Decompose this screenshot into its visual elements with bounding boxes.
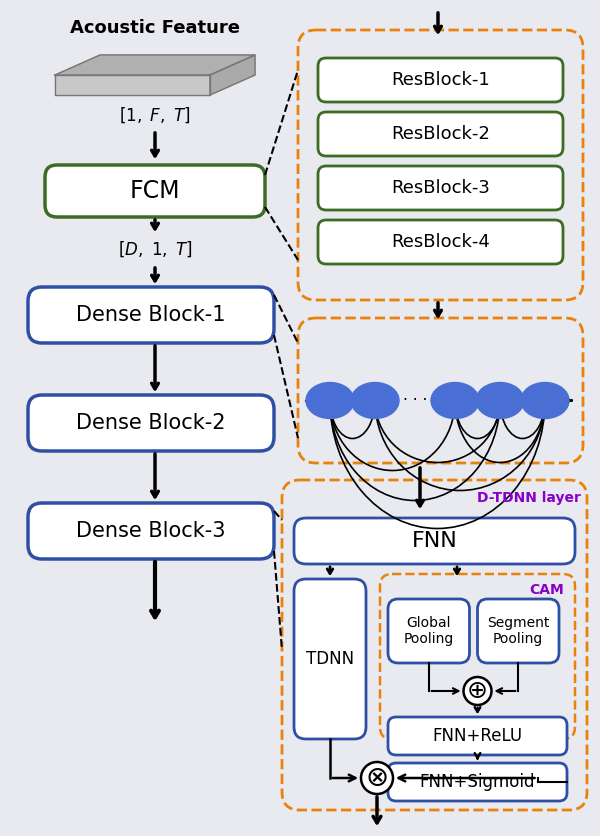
PathPatch shape (318, 112, 563, 156)
PathPatch shape (28, 503, 274, 559)
Text: Acoustic Feature: Acoustic Feature (70, 19, 240, 37)
Ellipse shape (351, 383, 399, 419)
PathPatch shape (298, 318, 583, 463)
PathPatch shape (478, 599, 559, 663)
Polygon shape (55, 75, 210, 95)
Polygon shape (210, 55, 255, 95)
Text: · · ·: · · · (403, 393, 427, 408)
PathPatch shape (388, 599, 470, 663)
PathPatch shape (45, 165, 265, 217)
Text: ⊗: ⊗ (365, 764, 389, 792)
PathPatch shape (28, 287, 274, 343)
PathPatch shape (282, 480, 587, 810)
Text: FNN+Sigmoid: FNN+Sigmoid (420, 773, 535, 791)
Text: Segment
Pooling: Segment Pooling (487, 616, 550, 646)
PathPatch shape (294, 518, 575, 564)
Text: FCM: FCM (130, 179, 180, 203)
PathPatch shape (388, 763, 567, 801)
PathPatch shape (298, 30, 583, 300)
PathPatch shape (388, 717, 567, 755)
Text: Global
Pooling: Global Pooling (404, 616, 454, 646)
PathPatch shape (380, 574, 575, 739)
Ellipse shape (476, 383, 524, 419)
Text: FNN+ReLU: FNN+ReLU (433, 727, 523, 745)
Text: TDNN: TDNN (306, 650, 354, 668)
Text: ResBlock-1: ResBlock-1 (391, 71, 490, 89)
PathPatch shape (294, 579, 366, 739)
Text: Dense Block-3: Dense Block-3 (76, 521, 226, 541)
Circle shape (464, 677, 491, 705)
PathPatch shape (318, 58, 563, 102)
Circle shape (361, 762, 393, 794)
Polygon shape (55, 55, 255, 75)
Ellipse shape (431, 383, 479, 419)
Text: ⊕: ⊕ (467, 679, 488, 703)
Text: ResBlock-2: ResBlock-2 (391, 125, 490, 143)
Text: Dense Block-2: Dense Block-2 (76, 413, 226, 433)
PathPatch shape (318, 220, 563, 264)
Ellipse shape (521, 383, 569, 419)
Text: $[1,\ \mathit{F},\ \mathit{T}]$: $[1,\ \mathit{F},\ \mathit{T}]$ (119, 105, 191, 125)
Ellipse shape (306, 383, 354, 419)
Text: FNN: FNN (412, 531, 457, 551)
Text: ResBlock-4: ResBlock-4 (391, 233, 490, 251)
PathPatch shape (28, 395, 274, 451)
Text: CAM: CAM (530, 583, 565, 597)
Text: ResBlock-3: ResBlock-3 (391, 179, 490, 197)
Text: D-TDNN layer: D-TDNN layer (477, 491, 581, 505)
PathPatch shape (318, 166, 563, 210)
Text: $[D,\ \mathit{1},\ \mathit{T}]$: $[D,\ \mathit{1},\ \mathit{T}]$ (118, 239, 193, 259)
Text: Dense Block-1: Dense Block-1 (76, 305, 226, 325)
